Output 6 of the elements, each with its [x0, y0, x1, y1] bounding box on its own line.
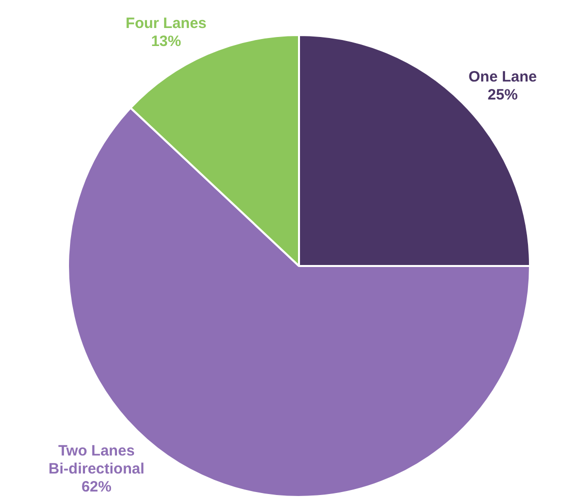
slice-label: Two Lanes Bi-directional [48, 442, 144, 478]
slice-label: One Lane [468, 68, 537, 86]
data-label: 25% [488, 86, 518, 104]
data-label: 13% [151, 32, 182, 50]
data-label: 62% [81, 478, 112, 496]
slice-label: Four Lanes [126, 14, 207, 32]
